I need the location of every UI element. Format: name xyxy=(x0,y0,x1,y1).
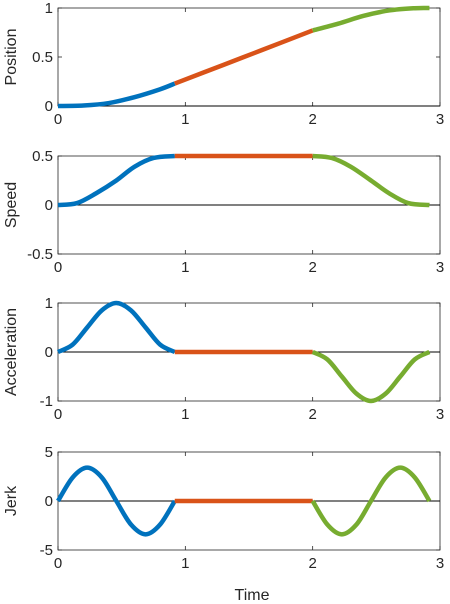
y-tick-label: 5 xyxy=(45,444,53,461)
x-tick-label: 0 xyxy=(54,555,62,572)
y-tick-label: -5 xyxy=(40,542,53,559)
x-axis-label: Time xyxy=(235,587,270,604)
x-tick-label: 3 xyxy=(436,406,444,423)
x-tick-label: 1 xyxy=(181,259,189,276)
y-tick-label: 0 xyxy=(45,344,53,361)
x-tick-label: 0 xyxy=(54,406,62,423)
x-tick-label: 0 xyxy=(54,259,62,276)
series-line-3 xyxy=(312,153,430,208)
y-tick-label: -1 xyxy=(40,393,53,410)
series-line-1 xyxy=(57,153,175,208)
series-line-3 xyxy=(312,5,430,33)
y-axis-label: Acceleration xyxy=(3,308,20,396)
x-tick-label: 2 xyxy=(308,259,316,276)
x-tick-label: 3 xyxy=(436,555,444,572)
x-tick-label: 2 xyxy=(308,555,316,572)
y-tick-label: -0.5 xyxy=(27,246,53,263)
x-tick-label: 1 xyxy=(181,406,189,423)
y-tick-label: 0.5 xyxy=(32,49,53,66)
y-tick-label: 0 xyxy=(45,98,53,115)
y-tick-label: 1 xyxy=(45,295,53,312)
series-line-3 xyxy=(311,349,431,404)
series-line-3 xyxy=(310,465,432,537)
x-tick-label: 3 xyxy=(436,259,444,276)
series-line-1 xyxy=(56,465,177,537)
y-axis-label: Jerk xyxy=(3,485,20,516)
x-tick-label: 2 xyxy=(308,111,316,128)
series-line-1 xyxy=(56,300,176,355)
x-tick-label: 1 xyxy=(181,555,189,572)
series-line-2 xyxy=(173,28,314,86)
x-tick-label: 2 xyxy=(308,406,316,423)
y-axis-label: Speed xyxy=(3,182,20,228)
y-tick-label: 1 xyxy=(45,0,53,17)
panel-0: 0 1 2 3 0 0.5 1 Position xyxy=(3,0,444,128)
series-line-1 xyxy=(57,81,176,109)
y-tick-label: 0 xyxy=(45,493,53,510)
y-tick-label: 0.5 xyxy=(32,148,53,165)
y-axis-label: Position xyxy=(3,29,20,86)
x-tick-label: 3 xyxy=(436,111,444,128)
x-tick-label: 0 xyxy=(54,111,62,128)
y-tick-label: 0 xyxy=(45,197,53,214)
x-tick-label: 1 xyxy=(181,111,189,128)
